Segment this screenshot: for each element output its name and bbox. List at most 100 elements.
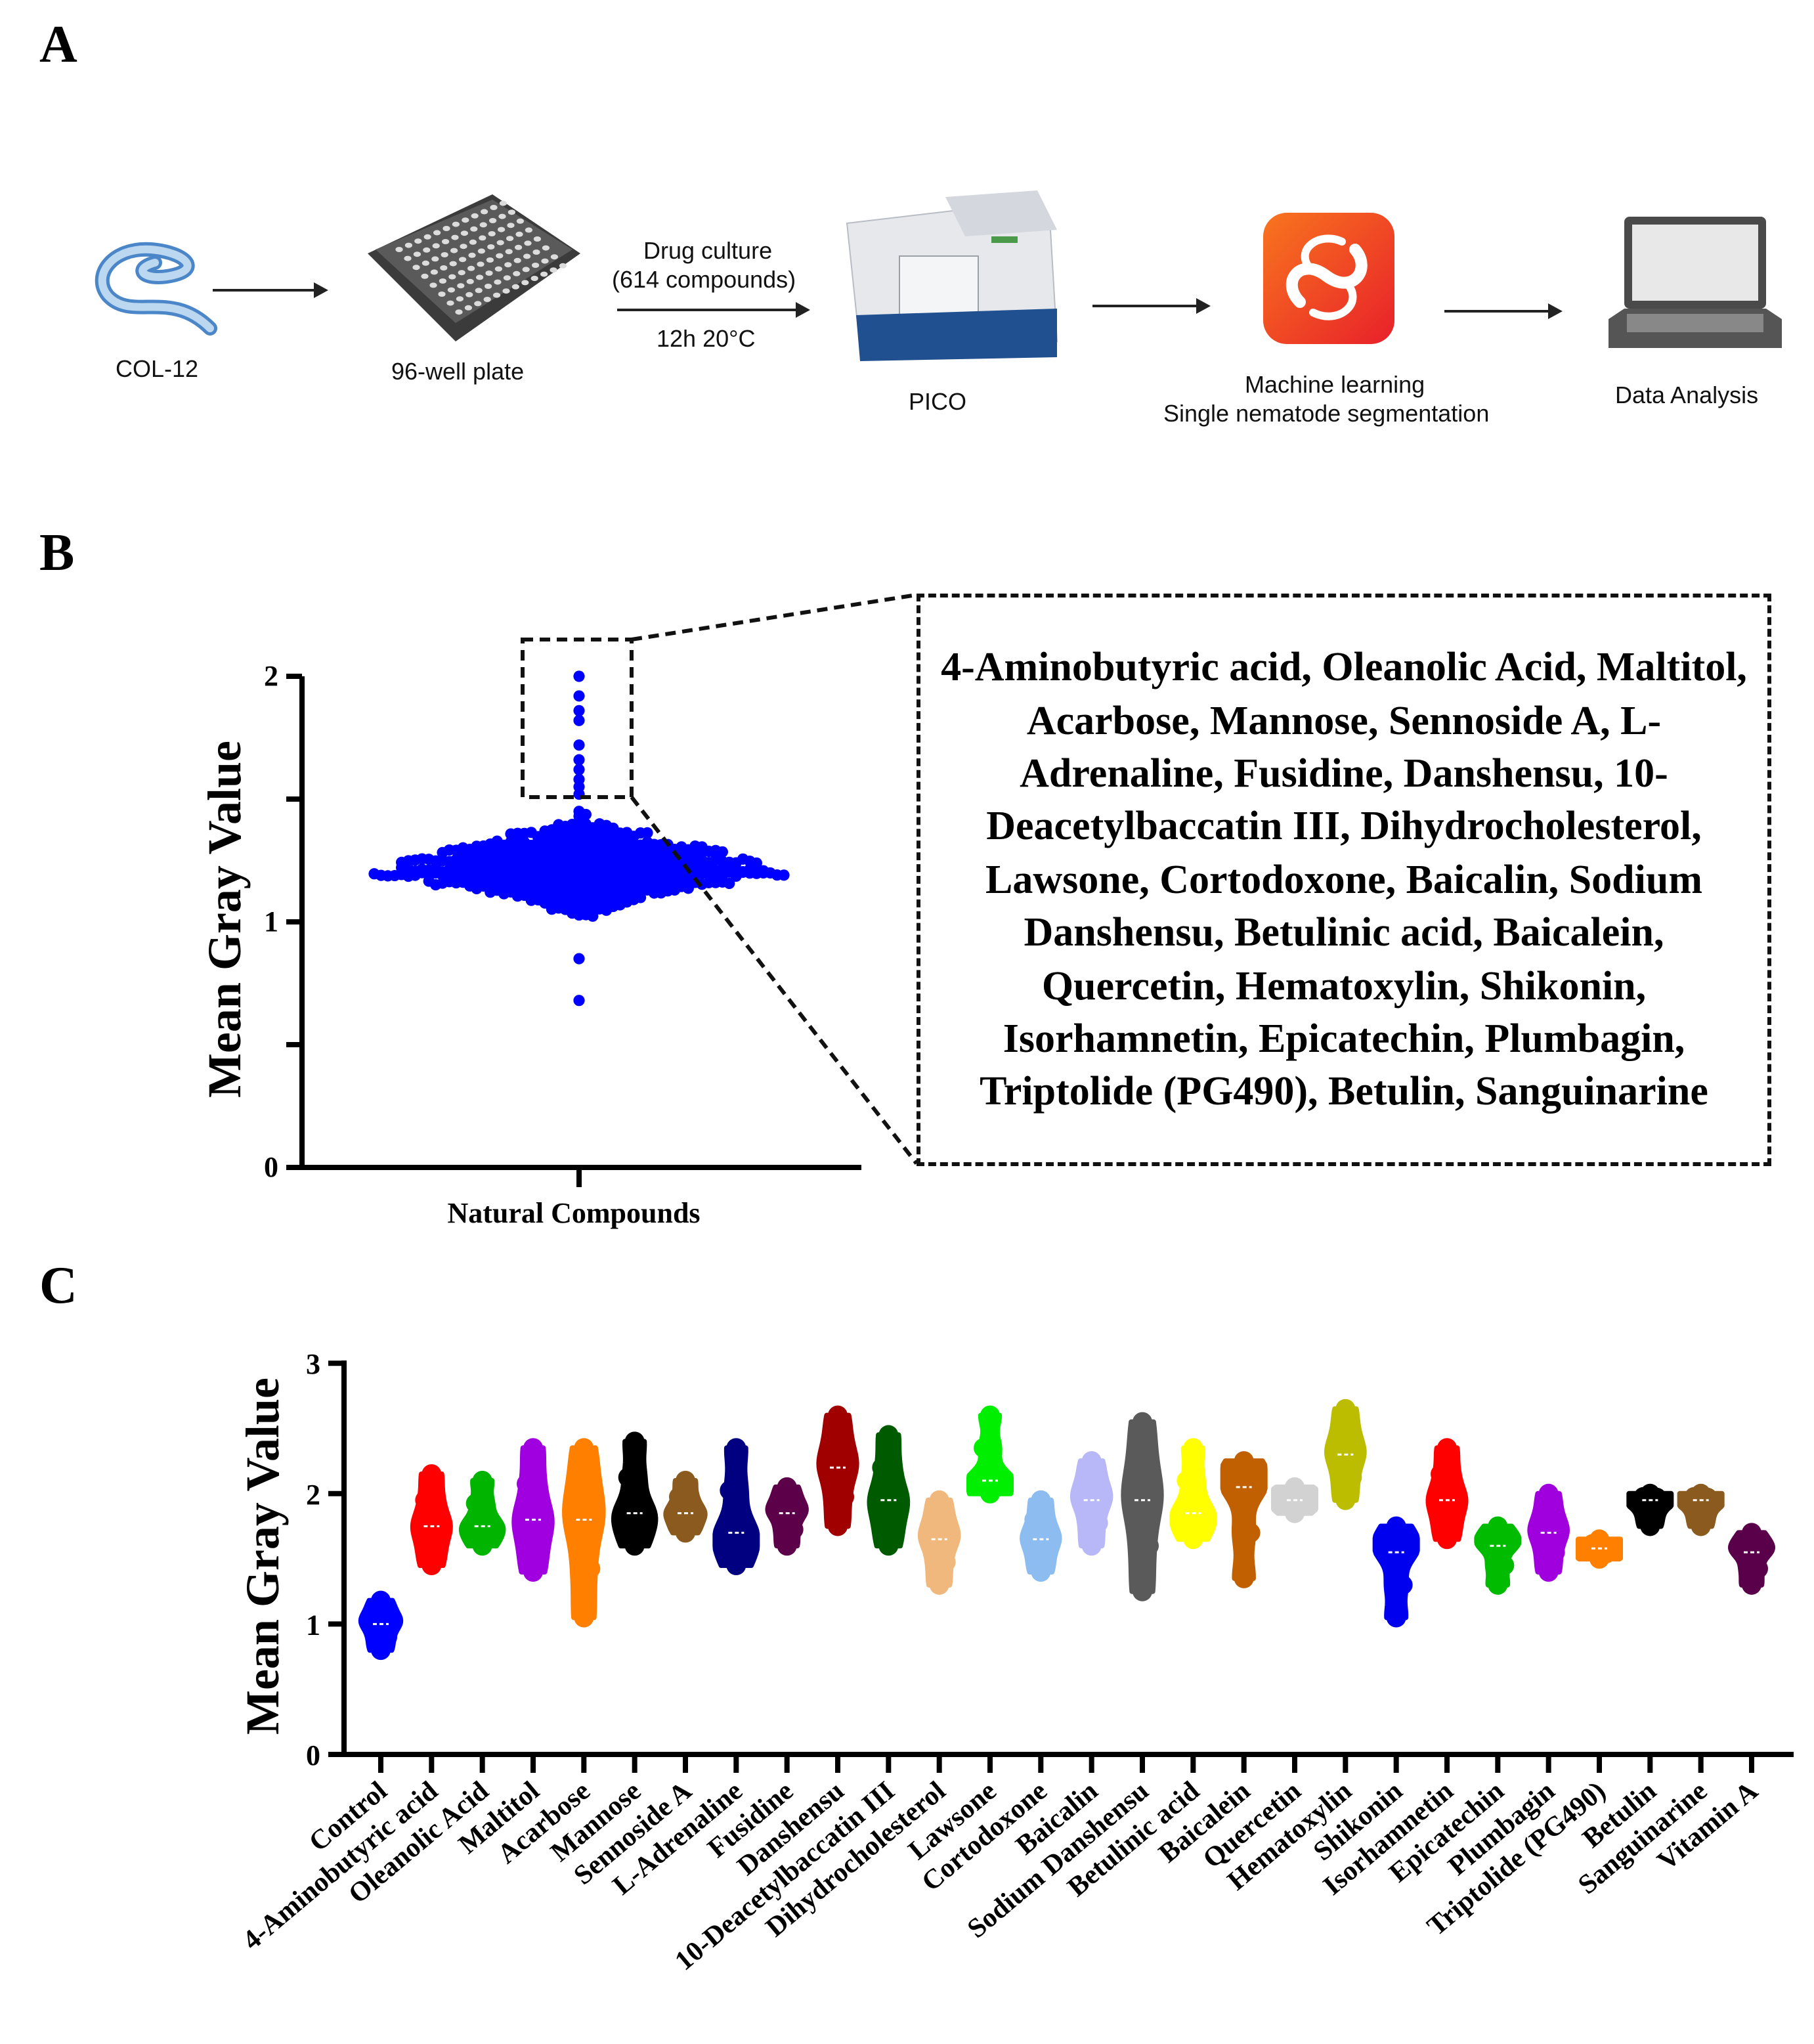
data-point (669, 884, 681, 896)
data-point (485, 838, 496, 850)
data-point (1139, 1536, 1159, 1556)
data-point (618, 1467, 638, 1487)
well (447, 287, 455, 293)
well (494, 279, 502, 285)
well (479, 235, 486, 241)
data-point (828, 1516, 848, 1536)
step-label-segmentation: Single nematode segmentation (1163, 401, 1490, 427)
data-point (421, 1555, 442, 1576)
data-point (1139, 1487, 1159, 1508)
step-label-col12: COL-12 (116, 356, 199, 382)
data-point (546, 903, 558, 915)
data-point (573, 739, 585, 751)
data-point (1234, 1568, 1254, 1588)
violin-baicalein (1220, 1451, 1268, 1588)
data-point (1437, 1529, 1457, 1550)
violin-plumbagin (1527, 1483, 1570, 1582)
well (448, 274, 456, 280)
data-point (1190, 1500, 1210, 1521)
data-point (1393, 1575, 1413, 1595)
data-point (703, 860, 715, 872)
well (559, 263, 567, 269)
data-point (1742, 1523, 1761, 1543)
y-tick-label: 0 (264, 1151, 278, 1183)
data-point (415, 1490, 435, 1510)
data-point (1088, 1487, 1108, 1508)
well (496, 253, 504, 259)
data-point (1024, 1510, 1045, 1530)
well (504, 262, 512, 268)
zoom-connector (630, 796, 918, 1165)
data-point (682, 1500, 702, 1521)
data-point (1488, 1516, 1508, 1536)
well (441, 252, 448, 257)
x-axis-label: Natural Compounds (447, 1197, 700, 1229)
data-point (1386, 1516, 1406, 1536)
data-point (936, 1527, 956, 1547)
data-point (1444, 1510, 1463, 1530)
well (450, 248, 458, 253)
well (404, 255, 412, 261)
y-tick-label: 2 (306, 1479, 320, 1511)
data-point (726, 1555, 746, 1576)
data-point (614, 899, 626, 911)
laptop-icon (1609, 217, 1782, 348)
data-point (936, 1552, 956, 1573)
data-point (733, 1520, 753, 1540)
data-point (1240, 1523, 1261, 1543)
hit-compounds-box: 4-Aminobutyric acid, Oleanolic Acid, Mal… (917, 594, 1771, 1166)
well (550, 267, 557, 273)
data-point (929, 1490, 949, 1510)
data-point (607, 822, 619, 835)
y-tick-label: 3 (306, 1348, 320, 1380)
data-point (1393, 1540, 1413, 1560)
data-point (1640, 1483, 1660, 1504)
data-point (573, 953, 585, 965)
data-point (621, 835, 633, 846)
well (507, 209, 515, 215)
violin-fusidine (765, 1477, 809, 1556)
data-point (778, 869, 790, 881)
well (525, 227, 532, 233)
data-point (457, 850, 469, 862)
data-point (1190, 1516, 1210, 1536)
step-label-plate: 96-well plate (391, 359, 525, 385)
hit-compounds-list: 4-Aminobutyric acid, Oleanolic Acid, Mal… (941, 643, 1747, 1114)
data-point (1037, 1527, 1058, 1547)
data-point (573, 714, 585, 726)
violin-l-adrenaline (712, 1438, 760, 1576)
data-point (1088, 1513, 1108, 1533)
data-point (511, 890, 524, 902)
well (485, 284, 492, 289)
data-point (1386, 1607, 1406, 1628)
data-point (682, 875, 694, 886)
data-point (1081, 1451, 1102, 1471)
data-point (624, 1536, 645, 1556)
data-point (733, 1539, 753, 1559)
data-point (1691, 1483, 1711, 1504)
well (452, 221, 460, 227)
violin-sanguinarine (1677, 1483, 1725, 1536)
data-point (1342, 1442, 1362, 1462)
well (532, 263, 540, 268)
well (507, 223, 515, 228)
data-point (1589, 1529, 1609, 1550)
data-point (573, 764, 585, 775)
well (489, 218, 497, 223)
well (541, 258, 549, 264)
data-point (974, 1438, 993, 1458)
well (511, 284, 519, 290)
data-point (573, 773, 585, 785)
data-point (428, 1536, 448, 1556)
well (522, 267, 530, 272)
well (433, 230, 441, 236)
data-point (723, 877, 735, 890)
well (521, 280, 529, 286)
data-point (1133, 1412, 1152, 1432)
data-point (922, 1510, 943, 1530)
well (455, 309, 463, 315)
data-point (423, 875, 435, 887)
violin-triptolide-pg490- (1576, 1529, 1623, 1569)
well (431, 256, 439, 262)
